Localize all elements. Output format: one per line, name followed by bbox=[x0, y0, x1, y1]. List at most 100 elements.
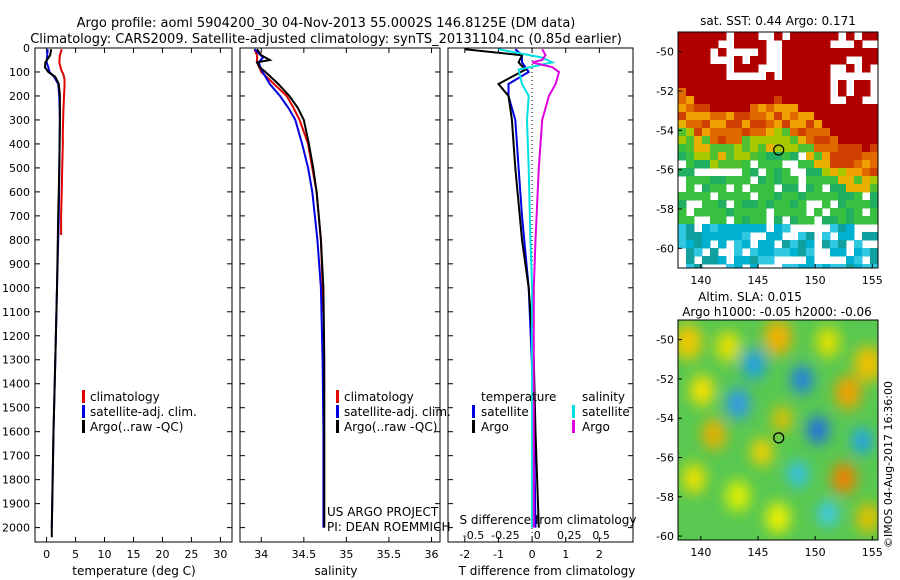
sst-cell bbox=[726, 88, 735, 97]
sst-cell bbox=[846, 152, 855, 161]
sst-cell bbox=[750, 200, 759, 209]
sst-cell bbox=[854, 216, 863, 225]
sst-cell bbox=[734, 96, 743, 105]
sst-cell bbox=[870, 120, 878, 129]
sst-cell bbox=[798, 88, 807, 97]
sst-cell bbox=[838, 192, 847, 201]
sst-cell bbox=[718, 112, 727, 121]
sst-cell bbox=[846, 200, 855, 209]
y-tick-label: 1900 bbox=[2, 498, 30, 511]
sst-cell bbox=[846, 48, 855, 57]
y-tick-label: 2000 bbox=[2, 522, 30, 535]
sst-cell bbox=[814, 104, 823, 113]
sst-cell bbox=[822, 64, 831, 73]
sst-cell bbox=[782, 168, 791, 177]
sst-cell bbox=[718, 128, 727, 137]
sst-cell bbox=[774, 160, 783, 169]
sst-cell bbox=[838, 48, 847, 57]
sla-map-y-tick-label: -52 bbox=[656, 373, 674, 386]
sst-cell bbox=[790, 192, 799, 201]
sst-cell bbox=[726, 120, 735, 129]
sst-cell bbox=[734, 112, 743, 121]
sst-cell bbox=[798, 192, 807, 201]
legend-swatch-climatology bbox=[336, 390, 339, 403]
sst-cell bbox=[782, 104, 791, 113]
sst-cell bbox=[862, 232, 871, 241]
series-line-argo-raw-qc bbox=[255, 48, 326, 528]
sst-cell bbox=[742, 80, 751, 89]
legend-swatch-argo bbox=[82, 420, 85, 433]
salinity-legend: climatology satellite-adj. clim. Argo(..… bbox=[336, 390, 451, 434]
sst-cell bbox=[862, 184, 871, 193]
sst-cell bbox=[806, 152, 815, 161]
sst-map-title: sat. SST: 0.44 Argo: 0.171 bbox=[700, 14, 856, 28]
sst-cell bbox=[694, 136, 703, 145]
sst-cell bbox=[870, 176, 878, 185]
sst-cell bbox=[782, 248, 791, 257]
sst-cell bbox=[710, 216, 719, 225]
sla-anomaly-blob bbox=[678, 323, 702, 361]
sst-cell bbox=[750, 208, 759, 217]
sst-cell bbox=[702, 48, 711, 57]
sst-cell bbox=[774, 128, 783, 137]
sst-cell bbox=[734, 200, 743, 209]
sst-cell bbox=[766, 256, 775, 265]
series-line-satellite-adj-clim bbox=[253, 48, 325, 528]
sst-cell bbox=[862, 176, 871, 185]
sst-cell bbox=[694, 128, 703, 137]
sst-cell bbox=[702, 144, 711, 153]
sst-cell bbox=[822, 200, 831, 209]
sst-cell bbox=[726, 264, 735, 268]
sst-cell bbox=[870, 104, 878, 113]
sst-cell bbox=[718, 232, 727, 241]
y-tick-label: 600 bbox=[9, 186, 30, 199]
sst-cell bbox=[766, 152, 775, 161]
y-tick-label: 1700 bbox=[2, 450, 30, 463]
sst-cell bbox=[678, 112, 687, 121]
sst-cell bbox=[758, 256, 767, 265]
sst-cell bbox=[870, 128, 878, 137]
sst-cell bbox=[774, 104, 783, 113]
sst-cell bbox=[766, 160, 775, 169]
sst-cell bbox=[718, 104, 727, 113]
sst-cell bbox=[758, 200, 767, 209]
sst-cell bbox=[742, 96, 751, 105]
sst-cell bbox=[822, 168, 831, 177]
sst-cell bbox=[702, 176, 711, 185]
sst-cell bbox=[814, 128, 823, 137]
sst-cell bbox=[790, 128, 799, 137]
sst-cell bbox=[694, 32, 703, 41]
sst-cell bbox=[734, 264, 743, 268]
sst-cell bbox=[678, 144, 687, 153]
sst-cell bbox=[846, 136, 855, 145]
sst-cell bbox=[702, 128, 711, 137]
sst-cell bbox=[822, 264, 831, 268]
sst-cell bbox=[718, 152, 727, 161]
sst-cell bbox=[750, 64, 759, 73]
sst-cell bbox=[790, 80, 799, 89]
sst-cell bbox=[718, 96, 727, 105]
x-tick-label: 2 bbox=[596, 548, 603, 561]
sst-cell bbox=[830, 128, 839, 137]
sst-cell bbox=[750, 224, 759, 233]
sst-cell bbox=[678, 192, 687, 201]
sla-map-y-tick-label: -60 bbox=[656, 530, 674, 543]
sst-cell bbox=[822, 80, 831, 89]
sst-cell bbox=[798, 96, 807, 105]
sla-anomaly-blob bbox=[832, 462, 856, 494]
sst-cell bbox=[790, 176, 799, 185]
x-tick-label: 36 bbox=[424, 548, 438, 561]
sst-cell bbox=[742, 64, 751, 73]
sst-cell bbox=[758, 248, 767, 257]
sst-cell bbox=[862, 128, 871, 137]
sst-cell bbox=[686, 72, 695, 81]
legend-label-argo: Argo(..raw -QC) bbox=[90, 420, 183, 434]
sst-cell bbox=[726, 144, 735, 153]
sst-cell bbox=[862, 48, 871, 57]
s-tick-label: -0.25 bbox=[491, 529, 519, 542]
sst-cell bbox=[686, 168, 695, 177]
sst-cell bbox=[830, 240, 839, 249]
sst-cell bbox=[742, 152, 751, 161]
sst-cell bbox=[758, 56, 767, 65]
sst-cell bbox=[862, 56, 871, 65]
